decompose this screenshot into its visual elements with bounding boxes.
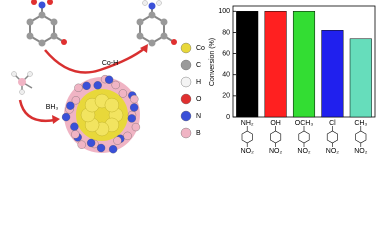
legend-swatch	[180, 59, 192, 71]
bar	[321, 30, 344, 118]
legend-swatch	[180, 110, 192, 122]
legend-label: B	[196, 130, 201, 137]
para-group-label: NO₂	[269, 148, 283, 155]
benzene-ring	[355, 130, 367, 144]
y-tick-label: 100	[218, 8, 230, 15]
legend-swatch	[180, 127, 192, 139]
y-tick-label: 0	[226, 114, 230, 121]
borane-molecule	[11, 71, 33, 95]
x-tick-label: NH₂	[241, 120, 254, 127]
para-group-label: NO₂	[241, 148, 255, 155]
atom	[93, 81, 102, 90]
x-tick-label: OH	[270, 120, 281, 127]
atom	[129, 103, 139, 112]
atom	[113, 136, 122, 145]
y-tick-label: 60	[222, 50, 230, 57]
nitrophenol-molecule	[26, 0, 67, 47]
atom	[111, 80, 120, 90]
benzene-ring	[241, 130, 253, 144]
atom	[108, 145, 118, 154]
legend-label: H	[196, 79, 201, 86]
reagent-arrow	[18, 99, 56, 123]
atom	[71, 96, 81, 105]
legend-swatch	[180, 42, 192, 54]
atom	[61, 112, 71, 122]
bar	[264, 11, 287, 118]
legend-label: C	[196, 62, 201, 69]
atom	[66, 101, 75, 110]
atom	[123, 131, 132, 141]
y-tick-label: 40	[222, 72, 230, 79]
benzene-ring	[326, 130, 338, 144]
benzene-ring	[298, 130, 310, 144]
atom	[70, 122, 79, 131]
cobalt-cluster	[61, 74, 141, 154]
legend-swatch	[180, 93, 192, 105]
atom	[104, 97, 120, 113]
reaction-label: Co-H	[102, 60, 118, 67]
aminophenol-molecule	[136, 0, 177, 47]
reagent-label: BH₃	[46, 104, 59, 111]
atom	[74, 83, 83, 92]
arrow-head	[52, 115, 60, 124]
legend-label: O	[196, 96, 202, 103]
arrow-head	[140, 44, 148, 53]
legend-swatch	[180, 76, 192, 88]
benzene-ring	[270, 130, 282, 144]
atom	[71, 130, 80, 139]
atom	[104, 75, 114, 84]
legend-label: Co	[196, 45, 205, 52]
y-axis-label: Conversion (%)	[209, 38, 216, 86]
atom	[118, 89, 128, 98]
reaction-arrow	[44, 47, 146, 74]
para-group-label: NO₂	[354, 148, 368, 155]
y-tick-label: 20	[222, 93, 230, 100]
y-tick-label: 80	[222, 29, 230, 36]
graphical-abstract: Co-H BH₃ Conversion (%) 0 20 40 60 80 100 NH₂ N…	[11, 0, 376, 155]
legend-label: N	[196, 113, 201, 120]
bar-chart: Conversion (%) 0 20 40 60 80 100 NH₂ NO₂ OH NO₂ OC…	[209, 5, 376, 155]
x-tick-label: OCH₃	[295, 120, 314, 127]
atom	[130, 94, 139, 104]
bar	[292, 11, 316, 118]
para-group-label: NO₂	[326, 148, 340, 155]
atom	[77, 140, 86, 149]
atom	[82, 81, 91, 90]
x-tick-label: Cl	[329, 120, 336, 127]
atom	[86, 138, 96, 148]
atom	[96, 143, 106, 153]
atom	[131, 122, 141, 132]
bar	[236, 11, 259, 118]
para-group-label: NO₂	[297, 148, 311, 155]
bar	[349, 38, 372, 118]
atom	[127, 114, 136, 123]
x-tick-label: CH₃	[354, 120, 367, 127]
